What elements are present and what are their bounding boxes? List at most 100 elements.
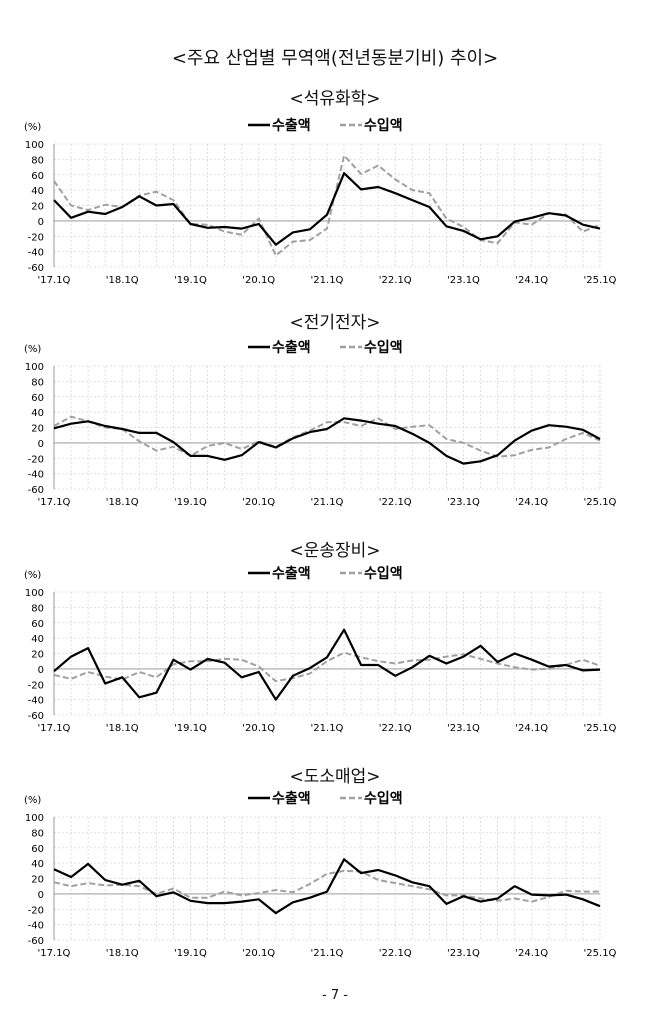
x-tick-label: '17.1Q <box>38 723 71 734</box>
y-axis-unit: (%) <box>24 795 41 806</box>
x-tick-label: '17.1Q <box>38 948 71 959</box>
y-tick-label: -40 <box>28 248 44 259</box>
x-tick-label: '23.1Q <box>447 497 480 508</box>
x-tick-label: '20.1Q <box>242 723 275 734</box>
legend-label-import: 수입액 <box>364 117 403 134</box>
x-tick-label: '19.1Q <box>174 497 207 508</box>
x-tick-label: '17.1Q <box>38 275 71 286</box>
y-tick-label: -60 <box>28 485 44 496</box>
y-tick-label: 20 <box>31 424 44 435</box>
legend-label-export: 수출액 <box>272 790 311 807</box>
y-tick-label: 40 <box>31 186 44 197</box>
y-tick-label: 0 <box>38 665 44 676</box>
y-axis-unit: (%) <box>24 122 41 133</box>
chart-petrochemical: 100 80 60 40 20 0 -20 -40 -60'17.1Q '18.1Q '19.1Q '… <box>24 117 617 286</box>
y-tick-label: 100 <box>25 813 44 824</box>
x-tick-label: '25.1Q <box>584 275 617 286</box>
chart-electronics: 100 80 60 40 20 0 -20 -40 -60'17.1Q '18.1Q '19.1Q '… <box>24 339 617 508</box>
y-tick-label: -60 <box>28 711 44 722</box>
y-tick-label: 100 <box>25 362 44 373</box>
chart-title-wholesale-retail: <도소매업> <box>289 767 381 787</box>
y-tick-label: -40 <box>28 696 44 707</box>
x-tick-label: '24.1Q <box>515 948 548 959</box>
x-tick-label: '18.1Q <box>106 723 139 734</box>
y-tick-label: -20 <box>28 680 44 691</box>
x-tick-label: '23.1Q <box>447 948 480 959</box>
x-tick-label: '25.1Q <box>584 948 617 959</box>
y-tick-label: 20 <box>31 875 44 886</box>
x-tick-label: '18.1Q <box>106 497 139 508</box>
x-tick-label: '21.1Q <box>311 723 344 734</box>
y-tick-label: 80 <box>31 155 44 166</box>
legend-label-export: 수출액 <box>272 117 311 134</box>
y-tick-label: 0 <box>38 439 44 450</box>
series-line-export <box>53 858 601 915</box>
x-tick-label: '20.1Q <box>242 948 275 959</box>
y-tick-label: 20 <box>31 650 44 661</box>
y-tick-label: 20 <box>31 202 44 213</box>
x-tick-label: '21.1Q <box>311 275 344 286</box>
x-tick-label: '18.1Q <box>106 275 139 286</box>
x-tick-label: '22.1Q <box>379 948 412 959</box>
x-tick-label: '22.1Q <box>379 497 412 508</box>
y-axis-unit: (%) <box>24 344 41 355</box>
x-tick-label: '20.1Q <box>242 275 275 286</box>
x-tick-label: '17.1Q <box>38 497 71 508</box>
page-title: <주요 산업별 무역액(전년동분기비) 추이> <box>171 48 499 69</box>
legend-label-export: 수출액 <box>272 339 311 356</box>
y-tick-label: 40 <box>31 859 44 870</box>
x-tick-label: '22.1Q <box>379 723 412 734</box>
y-tick-label: -60 <box>28 936 44 947</box>
series-line-import <box>53 415 601 458</box>
series-line-import <box>53 869 600 903</box>
legend-label-import: 수입액 <box>364 790 403 807</box>
x-tick-label: '19.1Q <box>174 723 207 734</box>
y-tick-label: 40 <box>31 634 44 645</box>
y-tick-label: -20 <box>28 454 44 465</box>
y-tick-label: 0 <box>38 890 44 901</box>
series-line-import <box>53 651 601 683</box>
x-tick-label: '25.1Q <box>584 497 617 508</box>
y-tick-label: 60 <box>31 171 44 182</box>
legend-label-export: 수출액 <box>272 565 311 582</box>
legend-label-import: 수입액 <box>364 565 403 582</box>
series-line-export <box>53 628 601 701</box>
y-tick-label: 80 <box>31 377 44 388</box>
y-axis-unit: (%) <box>24 570 41 581</box>
x-tick-label: '21.1Q <box>311 948 344 959</box>
series-line-export <box>53 417 601 465</box>
legend-label-import: 수입액 <box>364 339 403 356</box>
chart-wholesale-retail: 100 80 60 40 20 0 -20 -40 -60'17.1Q '18.1Q '19.1Q '… <box>24 790 617 959</box>
y-tick-label: 0 <box>38 217 44 228</box>
y-tick-label: 40 <box>31 408 44 419</box>
x-tick-label: '22.1Q <box>379 275 412 286</box>
x-tick-label: '18.1Q <box>106 948 139 959</box>
y-tick-label: -60 <box>28 263 44 274</box>
series-line-export <box>53 172 601 246</box>
y-tick-label: 60 <box>31 844 44 855</box>
y-tick-label: -40 <box>28 921 44 932</box>
x-tick-label: '24.1Q <box>515 275 548 286</box>
y-tick-label: 100 <box>25 140 44 151</box>
x-tick-label: '24.1Q <box>515 723 548 734</box>
y-tick-label: 100 <box>25 588 44 599</box>
y-tick-label: 80 <box>31 603 44 614</box>
x-tick-label: '19.1Q <box>174 948 207 959</box>
chart-title-transport-equipment: <운송장비> <box>289 541 381 561</box>
chart-title-electronics: <전기전자> <box>289 313 381 333</box>
y-tick-label: -20 <box>28 905 44 916</box>
x-tick-label: '20.1Q <box>242 497 275 508</box>
y-tick-label: -40 <box>28 470 44 481</box>
x-tick-label: '25.1Q <box>584 723 617 734</box>
page-number: - 7 - <box>322 988 348 1003</box>
x-tick-label: '19.1Q <box>174 275 207 286</box>
x-tick-label: '23.1Q <box>447 723 480 734</box>
y-tick-label: 80 <box>31 828 44 839</box>
chart-title-petrochemical: <석유화학> <box>289 89 381 109</box>
y-tick-label: -20 <box>28 232 44 243</box>
x-tick-label: '23.1Q <box>447 275 480 286</box>
x-tick-label: '24.1Q <box>515 497 548 508</box>
series-line-import <box>53 154 601 257</box>
x-tick-label: '21.1Q <box>311 497 344 508</box>
y-tick-label: 60 <box>31 619 44 630</box>
